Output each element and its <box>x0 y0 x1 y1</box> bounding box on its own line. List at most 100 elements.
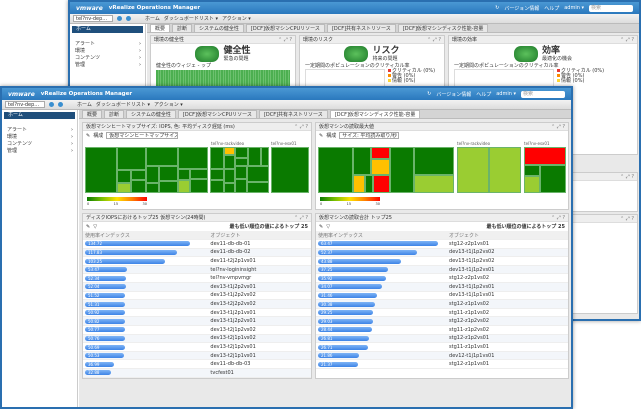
table-row[interactable]: 34.07 dev13-t1j1p2vs01 <box>316 282 568 292</box>
treemap-cell[interactable] <box>352 147 371 176</box>
treemap-cell[interactable] <box>373 175 390 193</box>
sidebar-home[interactable]: ホーム <box>72 26 143 33</box>
treemap-cell[interactable] <box>146 147 179 166</box>
refresh-icon[interactable]: ↻ <box>427 91 432 97</box>
treemap-cell[interactable] <box>158 180 179 193</box>
tab-vm-disk[interactable]: [DCF]仮想マシンディスク性能-容量 <box>397 24 489 32</box>
treemap-cell[interactable] <box>539 164 566 193</box>
table-row[interactable]: 51.52 dev13-t1j2p2vs02 <box>83 291 311 301</box>
table-row[interactable]: 50.76 dev13-t2j1p1vs02 <box>83 334 311 344</box>
actions-menu[interactable]: アクション ▾ <box>221 16 251 22</box>
context-select[interactable]: tel?nv-dep... <box>73 15 113 22</box>
treemap-cell[interactable] <box>413 147 455 175</box>
treemap-cell[interactable] <box>210 179 224 193</box>
treemap-cell[interactable] <box>223 168 235 184</box>
sidebar-item-content[interactable]: コンテンツ › <box>75 55 141 61</box>
treemap-cell[interactable] <box>523 147 566 165</box>
edit-icon[interactable]: ✎ <box>86 132 91 139</box>
edit-icon[interactable]: ✎ <box>319 132 324 139</box>
treemap-cell[interactable] <box>246 181 269 193</box>
treemap-cell[interactable] <box>523 175 540 193</box>
treemap-cell[interactable] <box>146 165 159 184</box>
treemap-cell[interactable] <box>116 183 131 193</box>
table-row[interactable]: 28.44 stg11-z1p2vs02 <box>316 325 568 335</box>
treemap-cell[interactable] <box>365 175 374 193</box>
table-row[interactable]: 50.92 dev13-t1j2p1vs01 <box>83 308 311 318</box>
edit-icon[interactable]: ✎ <box>86 223 91 230</box>
context-select[interactable]: tel?nv-dep... <box>5 101 45 108</box>
about-link[interactable]: バージョン情報 <box>436 91 472 98</box>
treemap-cell[interactable] <box>158 165 179 181</box>
search-input[interactable]: 検索 <box>589 4 633 12</box>
table-row[interactable]: 43.88 dev13-t1j1p2vs02 <box>316 256 568 266</box>
tab-overview[interactable]: 概要 <box>150 24 171 32</box>
treemap-cell[interactable] <box>130 170 147 180</box>
table-row[interactable]: 35.92 stg12-z2p1vs02 <box>316 273 568 284</box>
dashboard-list-menu[interactable]: ダッシュボードリスト ▾ <box>163 16 218 22</box>
table-row[interactable]: 37.25 dev13-t1j1p2vs01 <box>316 265 568 275</box>
dashboard-list-menu[interactable]: ダッシュボードリスト ▾ <box>95 102 150 108</box>
treemap-cell[interactable] <box>130 179 147 193</box>
tab-system-health[interactable]: システムの健全性 <box>194 24 244 32</box>
table-row[interactable]: 103.25 dev11-t2j2p1vs01 <box>83 256 311 266</box>
table-row[interactable]: 21.37 stg12-z1p1vs01 <box>316 359 568 369</box>
sidebar-item-alerts[interactable]: アラート › <box>7 127 73 133</box>
user-menu[interactable]: admin ▾ <box>496 91 516 97</box>
table-row[interactable]: 50.82 dev13-t1j2p2vs01 <box>83 316 311 327</box>
treemap-cell[interactable] <box>146 183 159 193</box>
config-select[interactable]: 仮想マシンヒートマップサイズ <box>106 132 179 139</box>
treemap-cell[interactable] <box>190 169 209 180</box>
refresh-icon[interactable]: ↻ <box>495 5 500 11</box>
tab-overview[interactable]: 概要 <box>82 110 103 118</box>
table-row[interactable]: 134.72 dev11-db-db-01 <box>83 239 311 249</box>
table-row[interactable]: 29.25 stg11-z1p1vs02 <box>316 308 568 318</box>
treemap-cell[interactable] <box>370 159 390 176</box>
tab-diagnose[interactable]: 診断 <box>172 24 193 32</box>
treemap-cell[interactable] <box>210 168 224 180</box>
treemap-cell[interactable] <box>190 179 209 193</box>
filter-icon[interactable]: ▽ <box>93 223 98 230</box>
table-row[interactable]: 117.83 dev11-db-db-02 <box>83 248 311 258</box>
treemap-cell[interactable] <box>223 147 235 156</box>
sidebar-item-admin[interactable]: 管理 › <box>75 62 141 68</box>
table-row[interactable]: 31.46 dev13-t1j1p1vs01 <box>316 291 568 301</box>
table-row[interactable]: 26.71 stg11-z1p1vs01 <box>316 342 568 352</box>
treemap-cell[interactable] <box>413 174 455 193</box>
info-icon[interactable] <box>126 16 131 21</box>
user-menu[interactable]: admin ▾ <box>564 5 584 11</box>
table-row[interactable]: 26.81 stg12-z1p2vs01 <box>316 334 568 344</box>
treemap-cell[interactable] <box>246 166 269 182</box>
tab-shared-resources[interactable]: [DCF]共有ネストリソース <box>326 24 396 32</box>
settings-icon[interactable] <box>49 102 54 107</box>
sidebar-item-environment[interactable]: 環境 › <box>7 134 73 140</box>
table-row[interactable]: 52.04 dev13-t1j2p2vs01 <box>83 282 311 292</box>
table-row[interactable]: 52.37 dev13-t1j1p2vs02 <box>316 248 568 258</box>
table-row[interactable]: 63.47 stg12-z2p1vs01 <box>316 239 568 249</box>
treemap-cell[interactable] <box>318 147 353 193</box>
treemap-cell[interactable] <box>456 147 489 193</box>
treemap-cell[interactable] <box>270 147 309 193</box>
table-row[interactable]: 52.34 tel?nv-vmpvmgr <box>83 273 311 284</box>
treemap-cell[interactable] <box>178 147 209 170</box>
sidebar-item-admin[interactable]: 管理 › <box>7 148 73 154</box>
treemap-cell[interactable] <box>178 169 191 181</box>
tab-shared-resources[interactable]: [DCF]共有ネストリソース <box>258 110 328 118</box>
treemap-cell[interactable] <box>389 147 414 193</box>
tab-system-health[interactable]: システムの健全性 <box>126 110 176 118</box>
table-row[interactable]: 50.53 dev13-t2j1p1vs01 <box>83 351 311 361</box>
table-row[interactable]: 53.47 tel?nv-logininsight <box>83 265 311 275</box>
table-row[interactable]: 30.38 stg12-z1p1vs02 <box>316 299 568 309</box>
treemap-cell[interactable] <box>488 147 522 193</box>
tab-diagnose[interactable]: 診断 <box>104 110 125 118</box>
treemap-cell[interactable] <box>260 147 269 167</box>
table-row[interactable]: 36.99 dev11-db-db-03 <box>83 359 311 369</box>
table-row[interactable]: 21.86 dev12-t1j1p1vs01 <box>316 351 568 361</box>
treemap-cell[interactable] <box>370 147 390 160</box>
help-link[interactable]: ヘルプ <box>476 91 492 98</box>
treemap-cell[interactable] <box>523 164 540 176</box>
config-select[interactable]: サイズ: 平均読み取り/秒 <box>339 132 400 139</box>
tab-vm-cpu[interactable]: [DCF]仮想マシンCPUリソース <box>245 24 325 32</box>
table-row[interactable]: 32.88 tvcfest01 <box>83 368 311 378</box>
treemap-cell[interactable] <box>234 178 247 193</box>
treemap-cell[interactable] <box>352 175 366 193</box>
